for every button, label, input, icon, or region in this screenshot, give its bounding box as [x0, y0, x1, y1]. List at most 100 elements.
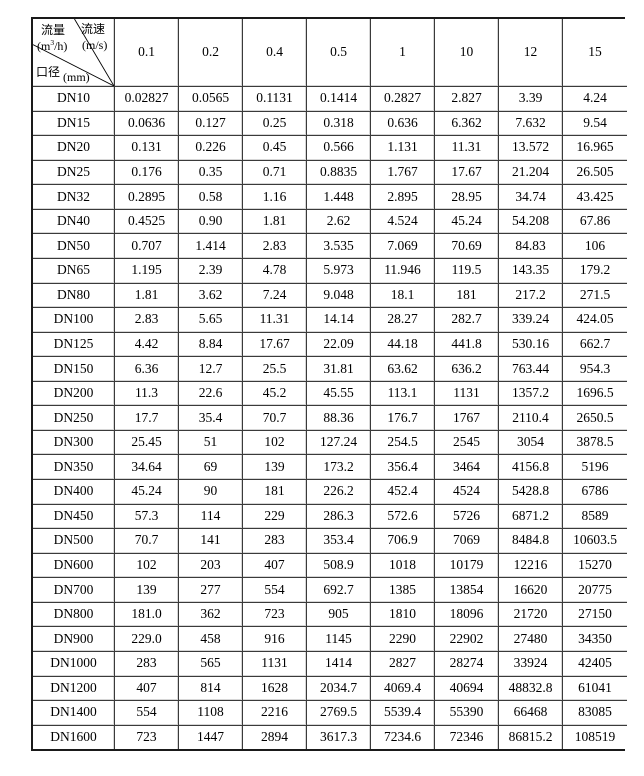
flow-rate-cell: 2034.7	[307, 676, 371, 702]
row-header-diameter: DN10	[33, 87, 115, 112]
flow-rate-cell: 4.24	[563, 87, 627, 112]
flow-rate-cell: 11.31	[243, 308, 307, 333]
flow-rate-cell: 1131	[435, 381, 499, 407]
flow-rate-cell: 139	[243, 455, 307, 480]
flow-rate-cell: 458	[179, 627, 243, 652]
flow-rate-cell: 1696.5	[563, 381, 627, 407]
flow-rate-cell: 0.0565	[179, 87, 243, 112]
corner-diagonal-line-2	[74, 19, 114, 86]
table-row: DN300 25.45 51 102 127.24 254.5 2545 3054 3878.5	[33, 430, 627, 456]
flow-rate-cell: 11.946	[371, 258, 435, 284]
row-header-diameter: DN1200	[33, 676, 115, 702]
flow-rate-cell: 48832.8	[499, 676, 563, 702]
table-row: DN250 17.7 35.4 70.7 88.36 176.7 1767 2110.4 265…	[33, 406, 627, 431]
flow-rate-cell: 1.131	[371, 136, 435, 161]
flow-rate-cell: 3878.5	[563, 430, 627, 456]
flow-rate-cell: 70.69	[435, 234, 499, 259]
flow-rate-cell: 17.67	[435, 160, 499, 186]
flow-rate-cell: 22902	[435, 627, 499, 652]
flow-rate-cell: 0.45	[243, 136, 307, 161]
flow-rate-cell: 723	[243, 602, 307, 628]
flow-rate-cell: 723	[115, 725, 179, 749]
flow-rate-cell: 143.35	[499, 258, 563, 284]
table-row: DN65 1.195 2.39 4.78 5.973 11.946 119.5 143.35 1…	[33, 258, 627, 284]
table-row: DN10 0.02827 0.0565 0.1131 0.1414 0.2827 2.827…	[33, 87, 627, 112]
flow-unit-superscript: 3	[50, 38, 55, 47]
velocity-unit-label: (m/s)	[82, 38, 108, 52]
column-header-velocity-1: 0.2	[179, 19, 243, 87]
flow-rate-cell: 17.7	[115, 406, 179, 431]
table-body: 流量 (m3/h) 流速 (m/s) 口径 (mm) 0.1 0.2 0.4 0.5 1 10 12 15…	[33, 19, 627, 749]
flow-rate-table-container: 流量 (m3/h) 流速 (m/s) 口径 (mm) 0.1 0.2 0.4 0.5 1 10 12 15…	[31, 17, 627, 751]
column-header-velocity-6: 12	[499, 19, 563, 87]
flow-rate-cell: 2.895	[371, 185, 435, 210]
flow-rate-cell: 12.7	[179, 357, 243, 382]
flow-rate-cell: 0.90	[179, 209, 243, 235]
flow-rate-cell: 1.16	[243, 185, 307, 210]
flow-rate-cell: 34.74	[499, 185, 563, 210]
flow-rate-cell: 0.4525	[115, 209, 179, 235]
row-header-diameter: DN80	[33, 283, 115, 309]
flow-rate-cell: 4069.4	[371, 676, 435, 702]
flow-rate-cell: 20775	[563, 578, 627, 603]
flow-rate-cell: 28.95	[435, 185, 499, 210]
flow-rate-cell: 2110.4	[499, 406, 563, 431]
flow-rate-cell: 16.965	[563, 136, 627, 161]
flow-rate-cell: 0.131	[115, 136, 179, 161]
flow-rate-cell: 0.226	[179, 136, 243, 161]
flow-rate-cell: 0.58	[179, 185, 243, 210]
flow-rate-cell: 179.2	[563, 258, 627, 284]
flow-rate-cell: 45.2	[243, 381, 307, 407]
flow-rate-cell: 6.36	[115, 357, 179, 382]
flow-rate-cell: 5428.8	[499, 480, 563, 505]
flow-rate-cell: 7069	[435, 529, 499, 554]
flow-rate-cell: 181	[243, 480, 307, 505]
flow-rate-cell: 1.414	[179, 234, 243, 259]
flow-rate-cell: 5.65	[179, 308, 243, 333]
flow-rate-cell: 127.24	[307, 430, 371, 456]
flow-rate-cell: 51	[179, 430, 243, 456]
flow-rate-cell: 34.64	[115, 455, 179, 480]
flow-rate-cell: 4156.8	[499, 455, 563, 480]
flow-rate-cell: 0.176	[115, 160, 179, 186]
flow-rate-cell: 84.83	[499, 234, 563, 259]
flow-rate-cell: 181.0	[115, 602, 179, 628]
flow-rate-cell: 173.2	[307, 455, 371, 480]
table-row: DN1400 554 1108 2216 2769.5 5539.4 55390 66468 8…	[33, 701, 627, 726]
flow-rate-cell: 1414	[307, 651, 371, 677]
flow-rate-cell: 5726	[435, 504, 499, 530]
flow-rate-cell: 18.1	[371, 283, 435, 309]
flow-rate-cell: 5196	[563, 455, 627, 480]
flow-rate-cell: 2650.5	[563, 406, 627, 431]
diameter-label: 口径	[36, 65, 61, 79]
flow-rate-cell: 0.566	[307, 136, 371, 161]
flow-rate-cell: 1.448	[307, 185, 371, 210]
flow-rate-cell: 277	[179, 578, 243, 603]
table-row: DN600 102 203 407 508.9 1018 10179 12216 15270	[33, 553, 627, 579]
flow-rate-cell: 45.24	[115, 480, 179, 505]
flow-rate-cell: 6786	[563, 480, 627, 505]
flow-rate-cell: 0.02827	[115, 87, 179, 112]
flow-rate-cell: 916	[243, 627, 307, 652]
flow-rate-cell: 636.2	[435, 357, 499, 382]
row-header-diameter: DN900	[33, 627, 115, 652]
flow-rate-cell: 356.4	[371, 455, 435, 480]
flow-rate-cell: 69	[179, 455, 243, 480]
row-header-diameter: DN15	[33, 111, 115, 137]
flow-rate-cell: 176.7	[371, 406, 435, 431]
diameter-unit-label: (mm)	[63, 70, 90, 84]
table-header-row: 流量 (m3/h) 流速 (m/s) 口径 (mm) 0.1 0.2 0.4 0.5 1 10 12 15	[33, 19, 627, 87]
row-header-diameter: DN600	[33, 553, 115, 579]
flow-rate-cell: 119.5	[435, 258, 499, 284]
flow-rate-cell: 229	[243, 504, 307, 530]
flow-rate-cell: 11.3	[115, 381, 179, 407]
flow-rate-cell: 565	[179, 651, 243, 677]
flow-rate-cell: 13.572	[499, 136, 563, 161]
flow-rate-cell: 0.2827	[371, 87, 435, 112]
flow-rate-cell: 102	[243, 430, 307, 456]
flow-rate-cell: 0.71	[243, 160, 307, 186]
flow-rate-cell: 8.84	[179, 332, 243, 358]
table-row: DN200 11.3 22.6 45.2 45.55 113.1 1131 1357.2 169…	[33, 381, 627, 407]
flow-rate-cell: 108519	[563, 725, 627, 749]
flow-rate-cell: 34350	[563, 627, 627, 652]
